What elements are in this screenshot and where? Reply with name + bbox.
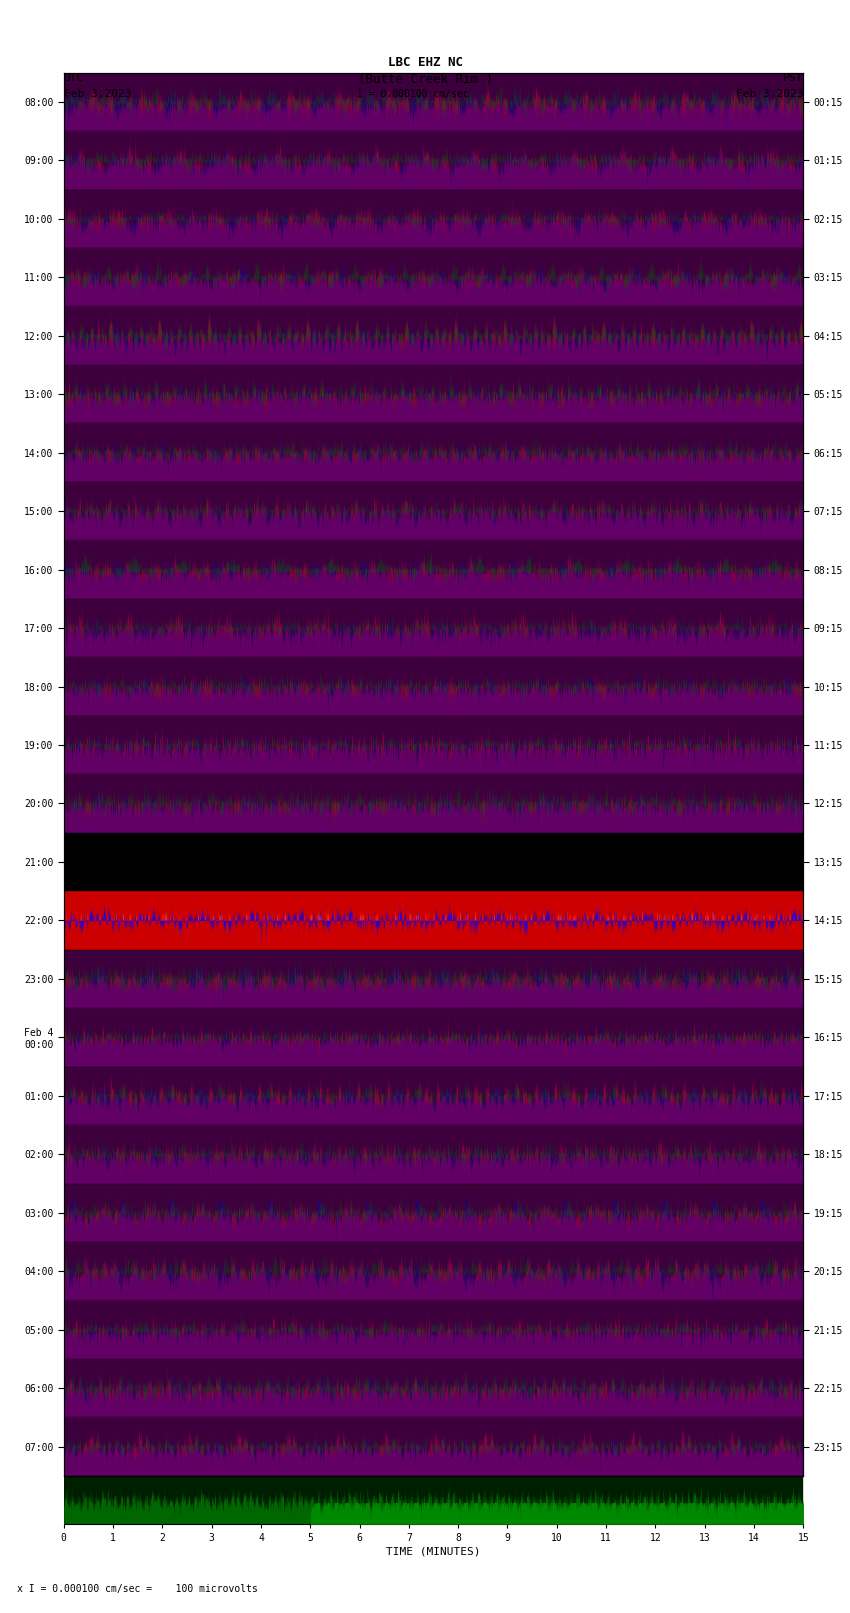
Text: (Butte Creek Rim ): (Butte Creek Rim ) [358, 73, 492, 85]
Text: I = 0.000100 cm/sec: I = 0.000100 cm/sec [357, 89, 468, 98]
Text: LBC EHZ NC: LBC EHZ NC [388, 56, 462, 69]
Text: UTC: UTC [64, 73, 84, 82]
Text: Feb 3,2023: Feb 3,2023 [64, 89, 131, 98]
Text: Feb 3,2023: Feb 3,2023 [736, 89, 803, 98]
Text: PST: PST [783, 73, 803, 82]
X-axis label: TIME (MINUTES): TIME (MINUTES) [386, 1547, 481, 1557]
Text: x I = 0.000100 cm/sec =    100 microvolts: x I = 0.000100 cm/sec = 100 microvolts [17, 1584, 258, 1594]
Bar [64, 832, 803, 892]
Bar [64, 892, 803, 950]
